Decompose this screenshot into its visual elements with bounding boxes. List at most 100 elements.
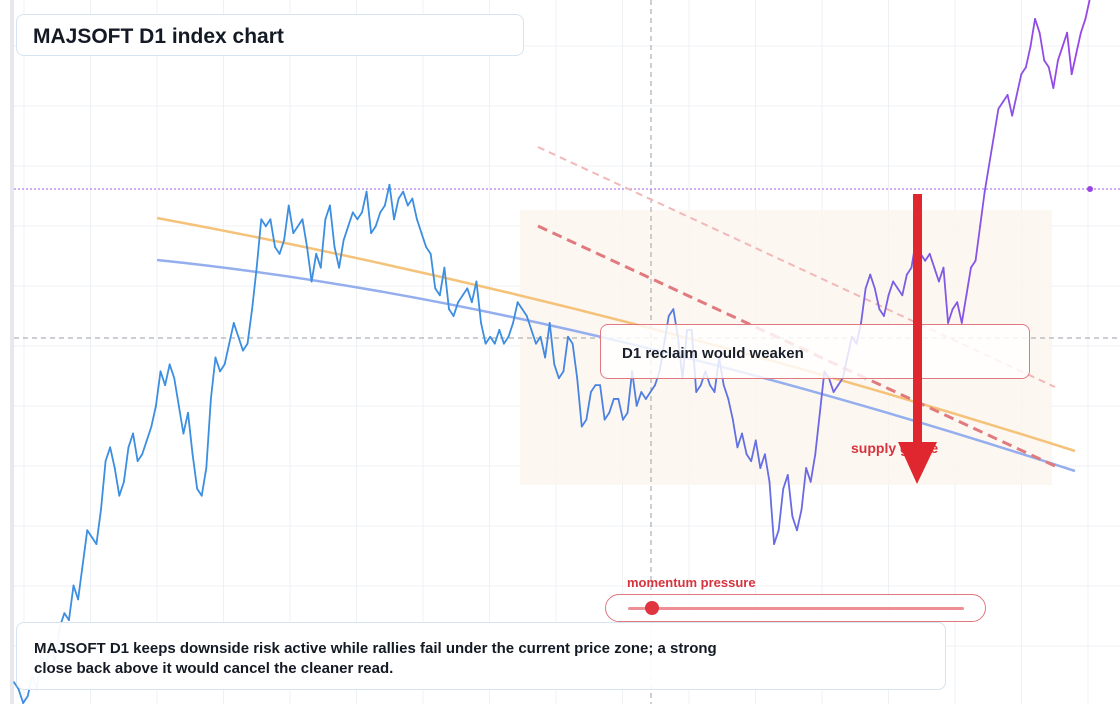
price-segment [1079,18,1087,34]
price-segment [1070,52,1078,76]
price-segment [200,467,208,497]
price-segment [1024,45,1032,69]
price-segment [782,474,789,490]
price-segment [731,418,739,449]
price-segment [127,432,134,449]
price-segment [361,190,368,214]
price-segment [727,398,734,421]
price-segment [530,328,537,345]
price-segment [292,225,299,235]
price-segment [988,135,995,165]
price-segment [1061,31,1069,48]
price-segment [63,612,70,621]
price-segment [773,529,780,545]
price-segment [370,225,377,235]
price-segment [777,487,785,532]
price-segment [223,342,231,366]
price-segment [443,266,450,311]
price-segment [164,363,171,387]
price-segment [832,384,840,393]
price-segment [17,688,25,704]
price-segment [567,335,574,345]
price-segment [741,432,748,456]
price-segment [296,218,304,228]
price-segment [599,384,606,421]
price-segment [905,266,913,276]
price-segment [1034,18,1041,34]
price-segment [452,301,460,317]
price-segment [1066,31,1073,76]
price-segment [242,342,249,352]
price-segment [232,322,240,338]
price-segment [191,453,199,490]
price-segment [516,301,524,311]
price-segment [260,218,267,228]
price-segment [329,204,336,248]
price-segment [695,384,702,393]
price-segment [1047,66,1055,89]
price-segment [1038,31,1046,62]
price-segment [356,211,363,221]
price-segment [246,308,253,345]
price-segment [68,584,75,621]
price-segment [892,280,899,290]
price-segment [764,453,771,483]
price-segment [869,273,876,290]
price-segment [580,418,588,428]
price-segment [374,211,382,228]
price-segment [397,190,405,200]
price-segment [136,453,144,463]
price-segment [617,398,624,421]
price-segment [791,515,798,532]
price-segment [736,432,743,449]
price-segment [95,508,102,545]
price-segment [644,391,652,400]
price-segment [448,308,455,317]
price-segment [1011,94,1018,117]
price-segment [750,439,757,463]
price-segment [141,439,148,456]
price-segment [860,287,867,324]
price-segment [883,294,890,317]
price-segment [786,474,794,518]
price-segment [132,432,139,463]
price-segment [347,211,354,228]
price-segment [1084,0,1091,20]
price-segment [754,439,762,469]
price-segment [416,218,423,235]
price-segment [796,508,803,532]
price-segment [933,266,940,283]
price-segment [324,204,331,221]
price-segment [805,467,812,483]
price-segment [155,370,162,407]
price-segment [649,384,656,393]
price-segment [576,377,583,428]
price-segment [590,384,597,393]
price-segment [150,404,157,428]
price-segment [864,273,872,290]
blue-trend-curve [156,258,1076,473]
price-segment [480,322,487,345]
price-segment [209,356,217,400]
price-segment [319,218,327,269]
price-segment [90,536,98,545]
price-segment [979,190,986,228]
title-box: MAJSOFT D1 index chart [16,14,524,56]
price-segment [548,322,556,366]
price-segment [383,183,391,207]
price-segment [1006,94,1014,117]
price-segment [745,453,753,463]
momentum-gauge [605,594,986,622]
page-title: MAJSOFT D1 index chart [33,25,284,48]
price-segment [965,266,972,297]
price-segment [635,391,643,407]
momentum-label: momentum pressure [627,575,756,590]
price-segment [104,446,112,463]
price-segment [77,563,84,601]
price-segment [205,398,212,469]
price-segment [269,218,276,248]
price-segment [22,695,29,704]
price-segment [122,446,130,483]
price-segment [938,266,945,283]
price-segment [182,411,189,435]
